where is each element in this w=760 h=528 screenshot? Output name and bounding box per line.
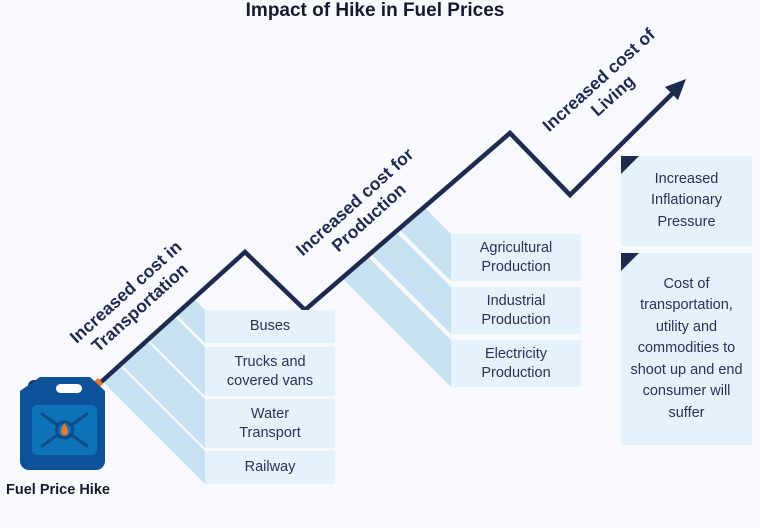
item-inflation: Increased Inflationary Pressure bbox=[621, 156, 752, 246]
item-consumer: Cost of transportation, utility and comm… bbox=[621, 253, 752, 445]
item-industrial: Industrial Production bbox=[451, 287, 581, 334]
corner-marker bbox=[621, 156, 639, 174]
item-text: Cost of transportation, utility and comm… bbox=[630, 275, 743, 421]
band-agricultural bbox=[398, 207, 451, 281]
band-railway bbox=[102, 365, 205, 484]
item-buses: Buses bbox=[205, 310, 335, 343]
item-electricity: Electricity Production bbox=[451, 340, 581, 387]
item-text: Increased Inflationary Pressure bbox=[651, 170, 722, 230]
page-title: Impact of Hike in Fuel Prices bbox=[245, 0, 505, 21]
fuel-can-icon bbox=[20, 377, 105, 470]
item-railway: Railway bbox=[205, 451, 335, 484]
band-industrial bbox=[370, 231, 451, 334]
band-water bbox=[121, 340, 205, 448]
band-electricity bbox=[342, 256, 451, 387]
item-trucks: Trucks and covered vans bbox=[205, 347, 335, 396]
band-trucks bbox=[148, 316, 205, 396]
item-agricultural: Agricultural Production bbox=[451, 234, 581, 281]
corner-marker bbox=[621, 253, 639, 271]
item-water-transport: Water Transport bbox=[205, 399, 335, 448]
fuel-price-hike-label: Fuel Price Hike bbox=[6, 482, 110, 498]
trend-line bbox=[98, 86, 680, 385]
arrow-up-right-icon bbox=[665, 79, 686, 100]
